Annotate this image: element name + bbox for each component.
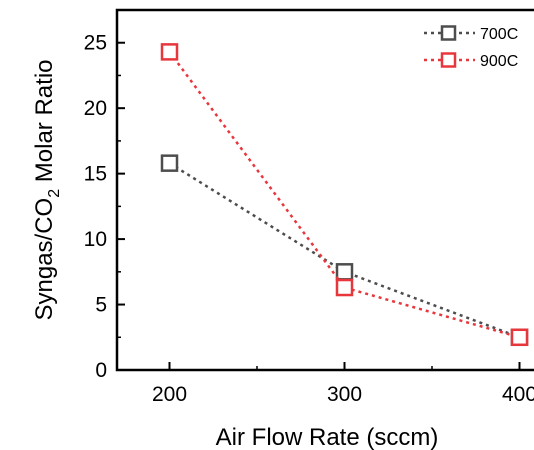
legend-item: 900C [424, 52, 518, 70]
legend-label: 700C [480, 26, 518, 43]
y-axis-title-rest: Molar Ratio [31, 60, 58, 189]
y-tick-label: 10 [84, 228, 107, 251]
legend-marker [440, 25, 457, 41]
series-700C [160, 154, 529, 347]
legend-marker [440, 52, 457, 68]
y-axis-title-subscript: 2 [46, 189, 63, 198]
y-tick-label: 15 [84, 163, 107, 186]
x-tick-label: 200 [152, 383, 187, 406]
y-tick-label: 5 [95, 294, 107, 317]
data-point [160, 154, 179, 172]
series-line [168, 162, 520, 339]
series-line [168, 51, 520, 339]
y-axis-title-main: Syngas/CO [31, 198, 58, 321]
y-axis-title: Syngas/CO2 Molar Ratio [31, 60, 63, 321]
data-point [335, 278, 354, 297]
plot-frame [115, 8, 534, 372]
x-tick-label: 400 [502, 383, 534, 406]
data-point [335, 263, 354, 281]
series-900C [160, 43, 529, 347]
axis-ticks: 0 5 10 15 20 25 200 300 400 [84, 32, 534, 406]
x-tick-label: 300 [327, 383, 362, 406]
legend: 700C 900C [424, 25, 518, 70]
data-point [160, 43, 179, 61]
y-tick-label: 0 [95, 359, 107, 382]
legend-item: 700C [424, 25, 518, 43]
legend-label: 900C [480, 53, 518, 70]
series-layer [160, 43, 529, 347]
y-tick-label: 25 [84, 32, 107, 55]
y-tick-label: 20 [84, 97, 107, 120]
data-point [510, 328, 529, 347]
x-axis-title: Air Flow Rate (sccm) [216, 424, 439, 450]
